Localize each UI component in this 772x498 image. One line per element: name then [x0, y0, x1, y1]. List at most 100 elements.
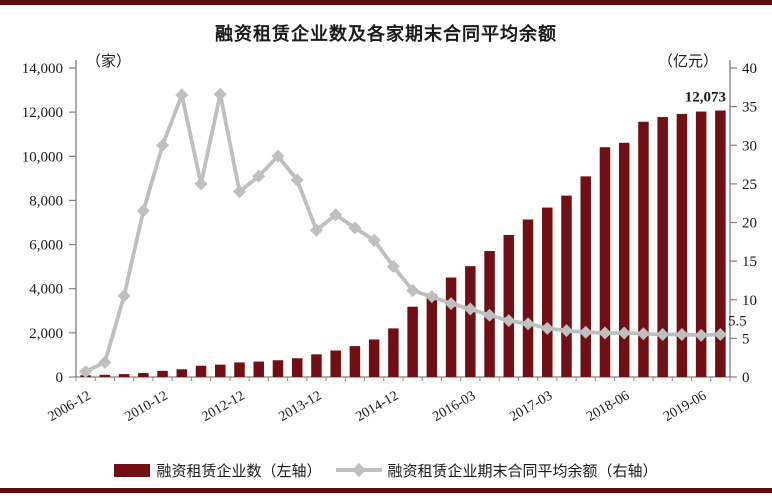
left-axis-tick-label: 2,000 [29, 326, 63, 342]
right-axis-tick-label: 10 [742, 293, 757, 309]
bar [715, 110, 726, 377]
line-point-marker [271, 149, 285, 163]
line-point-marker [598, 326, 612, 340]
line-point-marker [79, 365, 93, 379]
line-point-marker [694, 328, 708, 342]
bar [291, 358, 303, 377]
left-axis-tick-label: 4,000 [29, 282, 63, 298]
right-axis-tick-label: 15 [742, 254, 757, 270]
line-point-marker [290, 173, 304, 187]
bar [599, 147, 611, 377]
x-axis-label: 2019-06 [661, 388, 709, 424]
bar [118, 374, 130, 377]
left-axis-tick-label: 12,000 [22, 105, 63, 121]
last-point-value-label: 5.5 [728, 314, 747, 330]
bar [465, 266, 476, 377]
line-point-marker [425, 290, 439, 304]
line-point-marker [348, 221, 362, 235]
legend-item-line: 融资租赁企业期末合同平均余额（右轴） [335, 460, 658, 481]
line-point-marker [194, 177, 208, 191]
bar-series-swatch-icon [114, 463, 151, 477]
bar [138, 373, 149, 377]
legend-label-bars: 融资租赁企业数（左轴） [156, 463, 322, 480]
bar [272, 360, 284, 377]
bar [657, 117, 668, 377]
line-point-marker [329, 208, 343, 222]
x-axis-label: 2013-12 [277, 388, 325, 424]
right-axis-tick-label: 20 [742, 216, 757, 232]
right-axis-tick-label: 35 [742, 100, 757, 116]
legend: 融资租赁企业数（左轴） 融资租赁企业期末合同平均余额（右轴） [0, 457, 772, 483]
line-point-marker [117, 289, 131, 303]
bar [157, 370, 168, 377]
line-series-swatch-icon [335, 462, 382, 478]
x-axis-label: 2006-12 [46, 388, 94, 424]
bar [253, 361, 264, 377]
x-axis-label: 2018-06 [584, 388, 632, 424]
left-axis-unit-label: （家） [86, 53, 131, 70]
bar [311, 354, 322, 377]
x-axis-label: 2014-12 [353, 388, 401, 424]
x-axis-label: 2012-12 [200, 388, 248, 424]
bar [388, 328, 399, 377]
line-point-marker [713, 328, 727, 342]
bar [695, 111, 707, 377]
line-point-marker [559, 324, 574, 338]
line-point-marker [367, 233, 381, 247]
line-point-marker [675, 328, 689, 342]
line-point-marker [579, 325, 593, 339]
line-point-marker [406, 283, 420, 297]
bar [176, 369, 188, 377]
bar [618, 142, 630, 377]
bottom-border-stripe [0, 488, 772, 493]
line-point-marker [175, 88, 189, 102]
bar [542, 207, 553, 377]
line-point-marker [444, 297, 458, 311]
right-axis-unit-label: （亿元） [658, 53, 718, 70]
line-point-marker [483, 308, 497, 322]
line-point-marker [156, 138, 170, 152]
bar [349, 346, 361, 377]
bar [638, 121, 649, 377]
right-axis-tick-label: 0 [742, 370, 750, 386]
line-point-marker [213, 87, 227, 101]
bar [503, 234, 515, 377]
chart-title: 融资租赁企业数及各家期末合同平均余额 [215, 24, 557, 44]
bar [368, 339, 380, 377]
line-point-marker [232, 185, 247, 199]
line-point-marker [540, 321, 554, 335]
right-axis-tick-label: 25 [742, 177, 757, 193]
right-axis-tick-label: 30 [742, 138, 757, 154]
left-axis-tick-label: 0 [56, 370, 64, 386]
bar [330, 350, 341, 377]
bar [195, 365, 207, 377]
bar [426, 294, 438, 377]
legend-label-line: 融资租赁企业期末合同平均余额（右轴） [387, 463, 658, 480]
bar [407, 306, 418, 377]
bar [580, 176, 591, 377]
top-border-stripe [0, 0, 772, 5]
x-axis-label: 2016-03 [430, 388, 478, 424]
bar [561, 195, 572, 377]
line-point-marker [386, 260, 400, 274]
line-point-marker [98, 355, 112, 369]
line-point-marker [252, 169, 266, 183]
bar [99, 374, 111, 377]
right-axis-tick-label: 5 [742, 331, 750, 347]
x-axis-label: 2017-03 [507, 388, 555, 424]
x-axis-label: 2010-12 [123, 388, 171, 424]
line-point-marker [309, 223, 323, 237]
bar [234, 362, 245, 377]
line-point-marker [617, 326, 631, 340]
bar [676, 113, 688, 378]
left-axis-tick-label: 10,000 [22, 149, 63, 165]
line-series [83, 92, 723, 374]
line-point-marker [636, 327, 650, 341]
line-point-marker [136, 204, 150, 218]
line-point-marker [463, 302, 477, 316]
line-point-marker [521, 317, 535, 331]
left-axis-tick-label: 14,000 [22, 61, 63, 77]
line-point-marker [656, 328, 670, 342]
